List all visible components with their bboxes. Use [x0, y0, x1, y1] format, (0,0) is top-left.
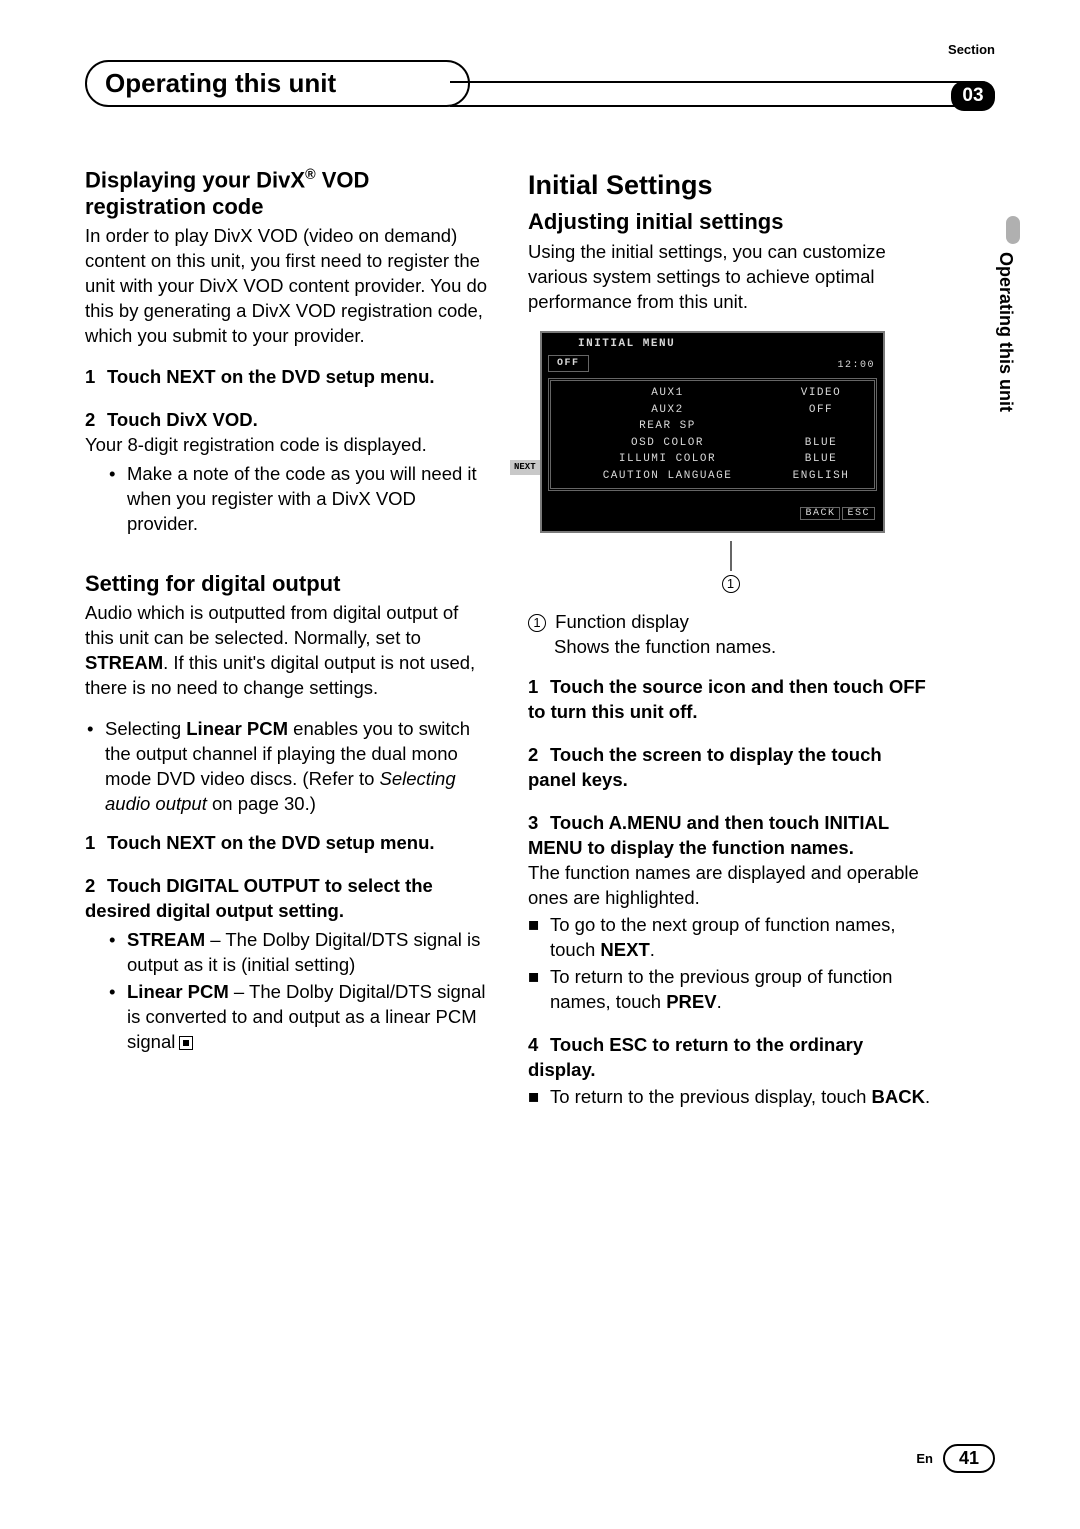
note-item: ■To return to the previous group of func… — [528, 965, 933, 1015]
step-text: Touch DIGITAL OUTPUT to select the desir… — [85, 875, 433, 921]
text-bold: STREAM — [85, 652, 163, 673]
menu-row[interactable]: AUX2OFF — [551, 402, 874, 419]
note-text: To return to the previous display, touch… — [550, 1085, 930, 1110]
step-r4: 4Touch ESC to return to the ordinary dis… — [528, 1033, 933, 1083]
text: To return to the previous group of funct… — [550, 966, 892, 1012]
initial-menu-screenshot: INITIAL MENU OFF 12:00 AUX1VIDEO AUX2OFF… — [540, 331, 885, 533]
callout-desc: 1 Function display Shows the function na… — [528, 610, 933, 660]
bullet-item: • Selecting Linear PCM enables you to sw… — [87, 717, 490, 817]
menu-body: AUX1VIDEO AUX2OFF REAR SP OSD COLORBLUE … — [548, 378, 877, 491]
menu-value: ENGLISH — [776, 468, 866, 485]
note-item: ■To return to the previous display, touc… — [528, 1085, 933, 1110]
step-r1: 1Touch the source icon and then touch OF… — [528, 675, 933, 725]
menu-title: INITIAL MENU — [548, 337, 877, 352]
callout-line — [730, 541, 732, 571]
side-tab-accent — [1006, 216, 1020, 244]
bullet-item: •Make a note of the code as you will nee… — [109, 462, 490, 537]
bullet-item: • Linear PCM – The Dolby Digital/DTS sig… — [109, 980, 490, 1055]
step-text: Touch the source icon and then touch OFF… — [528, 676, 926, 722]
text-bold: Linear PCM — [186, 718, 288, 739]
step-text: Touch DivX VOD. — [107, 409, 258, 430]
text: Audio which is outputted from digital ou… — [85, 602, 458, 648]
text-bold: PREV — [666, 991, 716, 1012]
section-number-badge: 03 — [951, 81, 995, 111]
footer-lang: En — [916, 1451, 933, 1466]
bullet-item: • STREAM – The Dolby Digital/DTS signal … — [109, 928, 490, 978]
note-item: ■To go to the next group of function nam… — [528, 913, 933, 963]
text-bold: Linear PCM — [127, 981, 229, 1002]
bullet-text: Selecting Linear PCM enables you to swit… — [105, 717, 490, 817]
para: Audio which is outputted from digital ou… — [85, 601, 490, 701]
step-text: Touch the screen to display the touch pa… — [528, 744, 882, 790]
text: on page 30.) — [207, 793, 316, 814]
bullet-text: Linear PCM – The Dolby Digital/DTS signa… — [127, 980, 490, 1055]
step-text: Touch NEXT on the DVD setup menu. — [107, 366, 435, 387]
stop-icon — [179, 1036, 193, 1050]
menu-value: OFF — [776, 402, 866, 419]
right-column: Initial Settings Adjusting initial setti… — [528, 167, 933, 1112]
heading-adjusting: Adjusting initial settings — [528, 209, 933, 235]
menu-row[interactable]: REAR SP — [551, 418, 874, 435]
menu-row[interactable]: ILLUMI COLORBLUE — [551, 451, 874, 468]
step-1b: 1Touch NEXT on the DVD setup menu. — [85, 831, 490, 856]
menu-value: BLUE — [776, 451, 866, 468]
para: Using the initial settings, you can cust… — [528, 240, 933, 315]
page-header: Operating this unit 03 — [85, 60, 995, 107]
page-footer: En 41 — [916, 1444, 995, 1473]
bullet-text: STREAM – The Dolby Digital/DTS signal is… — [127, 928, 490, 978]
menu-row[interactable]: OSD COLORBLUE — [551, 435, 874, 452]
menu-key: AUX1 — [559, 385, 776, 402]
step-text: Touch A.MENU and then touch INITIAL MENU… — [528, 812, 889, 858]
menu-value: VIDEO — [776, 385, 866, 402]
menu-value — [776, 418, 866, 435]
circled-1-icon: 1 — [528, 614, 546, 632]
heading-initial-settings: Initial Settings — [528, 167, 933, 203]
menu-footer: BACKESC — [542, 497, 883, 531]
menu-key: CAUTION LANGUAGE — [559, 468, 776, 485]
bullet-text: Make a note of the code as you will need… — [127, 462, 490, 537]
step-r3: 3Touch A.MENU and then touch INITIAL MEN… — [528, 811, 933, 861]
menu-clock: 12:00 — [837, 359, 875, 373]
menu-key: REAR SP — [559, 418, 776, 435]
text: Selecting — [105, 718, 186, 739]
para: Your 8-digit registration code is displa… — [85, 433, 490, 458]
step-1: 1Touch NEXT on the DVD setup menu. — [85, 365, 490, 390]
callout-number: 1 — [528, 571, 933, 596]
callout-label: Function display — [555, 611, 689, 632]
step-r2: 2Touch the screen to display the touch p… — [528, 743, 933, 793]
menu-back-button[interactable]: BACK — [800, 507, 840, 520]
note-text: To go to the next group of function name… — [550, 913, 933, 963]
menu-off-button[interactable]: OFF — [548, 355, 589, 373]
menu-key: AUX2 — [559, 402, 776, 419]
text-bold: STREAM — [127, 929, 205, 950]
text-bold: NEXT — [600, 939, 649, 960]
header-divider: 03 — [450, 81, 995, 107]
section-label: Section — [948, 42, 995, 57]
step-text: Touch NEXT on the DVD setup menu. — [107, 832, 435, 853]
heading-divx: Displaying your DivX® VOD registration c… — [85, 167, 490, 220]
text-bold: BACK — [872, 1086, 925, 1107]
left-column: Displaying your DivX® VOD registration c… — [85, 167, 490, 1112]
note-text: To return to the previous group of funct… — [550, 965, 933, 1015]
step-2b: 2Touch DIGITAL OUTPUT to select the desi… — [85, 874, 490, 924]
text: To return to the previous display, touch — [550, 1086, 872, 1107]
menu-key: OSD COLOR — [559, 435, 776, 452]
menu-key: ILLUMI COLOR — [559, 451, 776, 468]
menu-row[interactable]: AUX1VIDEO — [551, 385, 874, 402]
para: In order to play DivX VOD (video on dema… — [85, 224, 490, 349]
footer-page-number: 41 — [943, 1444, 995, 1473]
para: The function names are displayed and ope… — [528, 861, 933, 911]
menu-esc-button[interactable]: ESC — [842, 507, 875, 520]
callout-text: Shows the function names. — [554, 635, 776, 660]
step-2: 2Touch DivX VOD. — [85, 408, 490, 433]
header-title: Operating this unit — [85, 60, 470, 107]
menu-next-button[interactable]: NEXT — [510, 460, 540, 474]
menu-value: BLUE — [776, 435, 866, 452]
side-tab: Operating this unit — [995, 252, 1016, 412]
menu-row[interactable]: CAUTION LANGUAGEENGLISH — [551, 468, 874, 485]
heading-digital-output: Setting for digital output — [85, 571, 490, 597]
step-text: Touch ESC to return to the ordinary disp… — [528, 1034, 863, 1080]
